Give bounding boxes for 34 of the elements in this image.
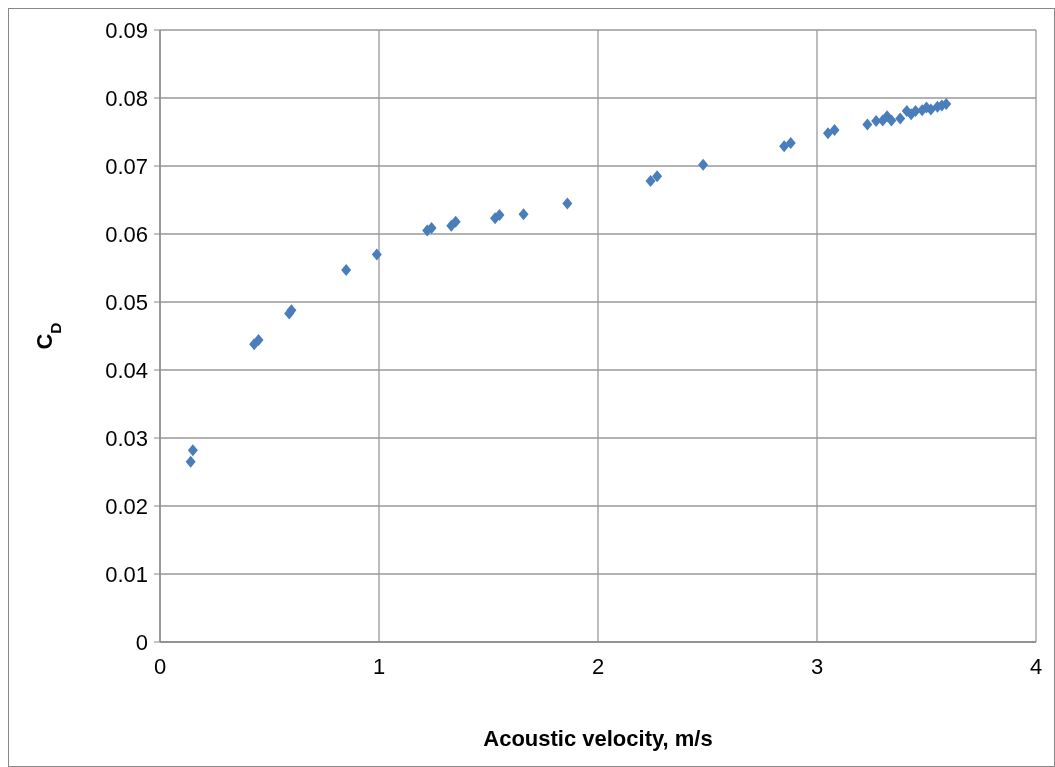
point (698, 158, 709, 171)
point (187, 444, 198, 457)
x-tick-label: 2 (591, 654, 605, 679)
y-tick-label: 0.04 (105, 358, 148, 383)
point (862, 118, 873, 131)
point (645, 174, 656, 187)
point (822, 127, 833, 140)
y-tick-label: 0.05 (105, 290, 148, 315)
point (779, 140, 790, 153)
point (371, 248, 382, 261)
point (341, 264, 352, 277)
point (829, 123, 840, 136)
y-tick-label: 0.07 (105, 154, 148, 179)
point (450, 215, 461, 228)
point (895, 112, 906, 125)
point (562, 197, 573, 210)
y-tick-label: 0.06 (105, 222, 148, 247)
point (785, 136, 796, 149)
y-tick-label: 0.01 (105, 562, 148, 587)
x-tick-label: 0 (153, 654, 167, 679)
y-tick-label: 0.02 (105, 494, 148, 519)
point (886, 114, 897, 127)
point (518, 208, 529, 221)
y-tick-label: 0 (135, 630, 148, 655)
x-tick-label: 3 (810, 654, 824, 679)
y-tick-label: 0.03 (105, 426, 148, 451)
y-tick-label: 0.08 (105, 86, 148, 111)
y-tick-label: 0.09 (105, 18, 148, 43)
point (185, 455, 196, 468)
x-tick-label: 4 (1029, 654, 1043, 679)
x-axis-title: Acoustic velocity, m/s (483, 726, 713, 751)
point (652, 170, 663, 183)
point (253, 334, 264, 347)
x-tick-label: 1 (372, 654, 386, 679)
